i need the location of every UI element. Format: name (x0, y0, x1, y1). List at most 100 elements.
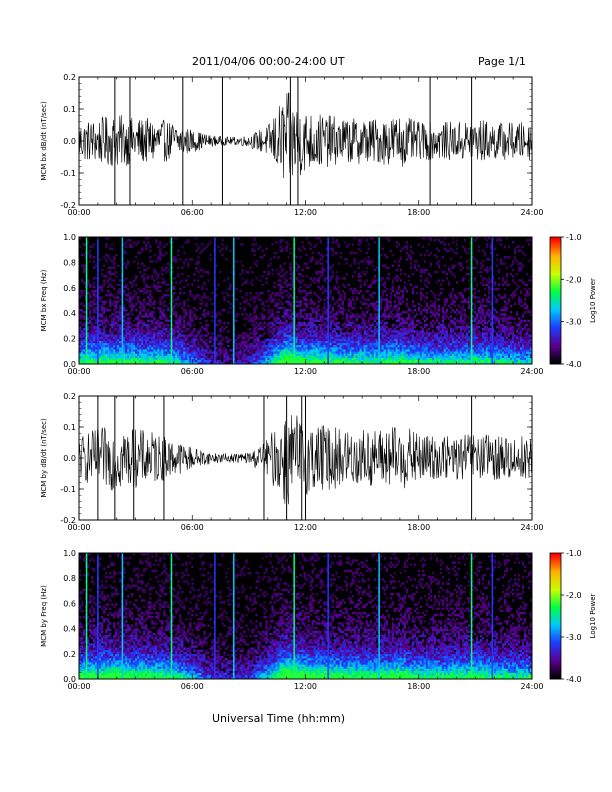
spectrogram-cell (329, 359, 332, 363)
spectrogram-cell (381, 289, 384, 293)
spectrogram-cell (397, 330, 400, 333)
spectrogram-cell (323, 353, 326, 356)
spectrogram-cell (381, 330, 384, 333)
spectrogram-cell (247, 344, 250, 348)
spectrogram-cell (397, 353, 400, 356)
spectrogram-cell (337, 334, 340, 337)
spectrogram-cell (393, 357, 396, 360)
spectrogram-cell (379, 357, 382, 360)
spectrogram-cell (367, 289, 370, 293)
spectrogram-cell (403, 273, 406, 276)
spectrogram-cell (357, 347, 360, 350)
spectrogram-cell (167, 349, 170, 352)
spectrogram-cell (385, 309, 388, 312)
spectrogram-cell (89, 332, 92, 335)
spectrogram-cell (167, 325, 170, 329)
spectrogram-cell (403, 334, 406, 337)
spectrogram-cell (281, 330, 284, 333)
spectrogram-cell (93, 357, 96, 360)
spectrogram-cell (375, 306, 378, 310)
spectrogram-cell (263, 344, 266, 348)
spectrogram-cell (403, 336, 406, 339)
spectrogram-cell (323, 298, 326, 301)
spectrogram-cell (319, 361, 322, 365)
spectrogram-cell (347, 315, 350, 318)
spectrogram-cell (117, 289, 120, 293)
spectrogram-cell (93, 300, 96, 303)
spectrogram-cell (183, 260, 186, 263)
spectrogram-cell (421, 347, 425, 350)
spectrogram-cell (421, 245, 425, 248)
spectrogram-cell (255, 292, 258, 295)
spectrogram-cell (211, 332, 214, 335)
spectrogram-cell (323, 304, 326, 308)
spectrogram-cell (245, 334, 248, 337)
spectrogram-cell (243, 336, 246, 339)
spectrogram-cell (307, 357, 310, 360)
spectrogram-cell (115, 306, 118, 310)
spectrogram-cell (411, 330, 414, 333)
spectrogram-cell (421, 353, 425, 356)
spectrogram-cell (407, 355, 410, 358)
spectrogram-cell (83, 317, 86, 320)
spectrogram-cell (313, 330, 316, 333)
spectrogram-cell (315, 319, 318, 322)
spectrogram-cell (133, 359, 136, 363)
spectrogram-cell (301, 361, 304, 365)
spectrogram-cell (313, 338, 316, 341)
spectrogram-cell (397, 306, 400, 310)
spectrogram-cell (299, 289, 302, 293)
spectrogram-cell (321, 309, 324, 312)
spectrogram-cell (337, 336, 340, 339)
spectrogram-cell (343, 349, 346, 352)
spectrogram-cell (189, 334, 192, 337)
spectrogram-cell (391, 285, 394, 289)
spectrogram-cell (411, 351, 414, 354)
spectrogram-cell (143, 313, 146, 316)
spectrogram-cell (337, 353, 340, 356)
spectrogram-cell (95, 334, 98, 337)
spectrogram-cell (285, 340, 288, 344)
spectrogram-cell (437, 309, 441, 312)
spectrogram-cell (111, 279, 114, 282)
spectrogram-cell (309, 332, 312, 335)
spectrogram-cell (173, 340, 176, 344)
spectrogram-cell (185, 349, 188, 352)
spectrogram-cell (271, 323, 274, 327)
spectrogram-cell (437, 325, 441, 329)
spectrogram-cell (329, 311, 332, 314)
spectrogram-cell (331, 275, 334, 278)
spectrogram-cell (205, 287, 208, 291)
spectrogram-cell (409, 262, 412, 265)
spectrogram-cell (423, 315, 427, 318)
page-number: Page 1/1 (478, 55, 526, 68)
spectrogram-cell (287, 302, 290, 305)
spectrogram-cell (341, 359, 344, 363)
spectrogram-cell (289, 273, 292, 276)
spectrogram-cell (211, 344, 214, 348)
spectrogram-cell (231, 357, 234, 360)
x-tick-label: 00:00 (67, 208, 90, 217)
spectrogram-cell (223, 361, 226, 365)
spectrogram-cell (155, 332, 158, 335)
spectrogram-cell (93, 332, 96, 335)
spectrogram-cell (255, 321, 258, 325)
spectrogram-cell (135, 283, 138, 286)
spectrogram-cell (177, 340, 180, 344)
spectrogram-cell (341, 344, 344, 348)
spectrogram-cell (109, 353, 112, 356)
spectrogram-cell (419, 340, 423, 344)
spectrogram-cell (429, 275, 433, 278)
spectrogram-cell (277, 361, 280, 365)
spectrogram-cell (365, 266, 368, 269)
spectrogram-cell (107, 279, 110, 282)
spectrogram-cell (117, 330, 120, 333)
spectrogram-cell (435, 247, 439, 250)
spectrogram-cell (179, 336, 182, 339)
spectrogram-cell (83, 361, 86, 365)
spectrogram-cell (147, 338, 150, 341)
spectrogram-cell (99, 323, 102, 327)
spectrogram-cell (337, 359, 340, 363)
spectrogram-cell (137, 300, 140, 303)
page-title: 2011/04/06 00:00-24:00 UT (192, 55, 345, 68)
